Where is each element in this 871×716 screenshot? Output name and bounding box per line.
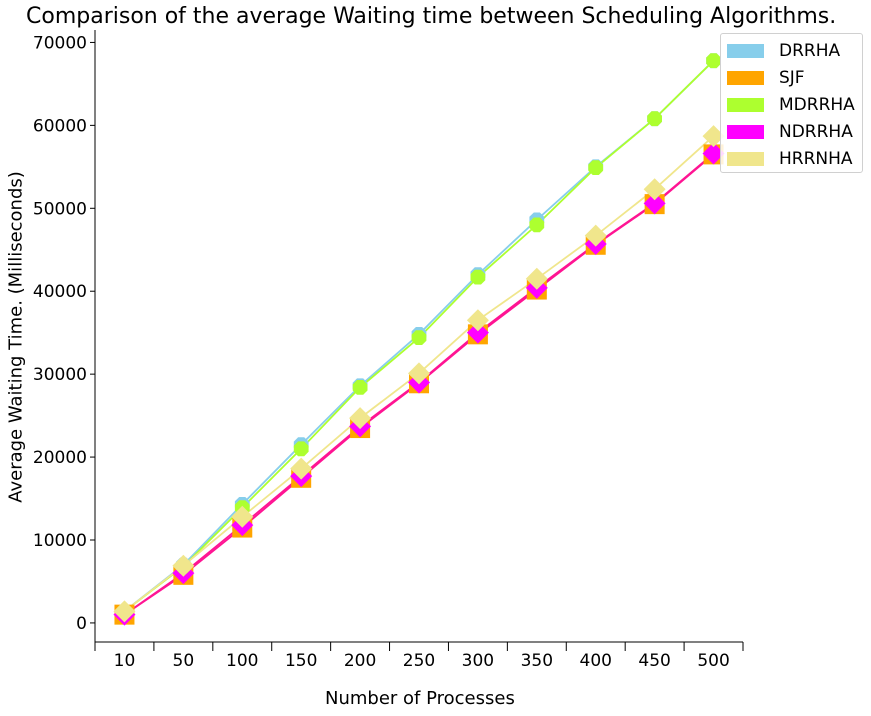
legend-swatch-sjf [727,70,764,85]
y-tick-label: 70000 [33,33,87,53]
marker-mdrrha [470,269,486,285]
x-tick-label: 500 [697,651,729,671]
x-tick-label: 200 [344,651,376,671]
marker-hrrnha [466,309,489,332]
marker-hrrnha [290,457,313,480]
marker-mdrrha [647,111,662,127]
legend-swatch-hrrnha [727,151,764,166]
marker-hrrnha [702,125,725,148]
legend-item-ndrrha: NDRRHA [727,118,862,145]
legend: DRRHA SJF MDRRHA NDRRHA HRRNHA [720,33,863,173]
y-tick-label: 40000 [33,282,87,302]
legend-label-mdrrha: MDRRHA [779,94,855,115]
marker-hrrnha [349,407,372,430]
x-tick-label: 50 [173,651,195,671]
marker-ndrrha [643,192,666,215]
x-axis-label: Number of Processes [325,688,515,709]
marker-hrrnha [172,554,195,577]
marker-hrrnha [408,362,430,385]
legend-item-hrrnha: HRRNHA [727,145,862,172]
marker-mdrrha [588,160,604,175]
x-tick-label: 450 [638,651,670,671]
legend-swatch-drrha [727,43,764,58]
marker-mdrrha [706,53,721,69]
x-tick-label: 150 [285,651,317,671]
legend-label-sjf: SJF [779,67,805,88]
x-tick-label: 400 [580,651,612,671]
marker-mdrrha [293,441,309,457]
x-tick-label: 250 [403,651,435,671]
legend-swatch-ndrrha [727,124,764,139]
legend-swatch-mdrrha [727,97,764,112]
marker-mdrrha [411,330,427,345]
legend-item-sjf: SJF [727,64,862,91]
marker-hrrnha [231,505,254,528]
x-tick-label: 350 [521,651,553,671]
marker-mdrrha [352,380,368,395]
marker-hrrnha [113,600,136,623]
legend-item-mdrrha: MDRRHA [727,91,862,118]
marker-ndrrha [702,142,725,165]
marker-ndrrha [466,321,489,344]
y-tick-label: 10000 [33,531,87,551]
y-tick-label: 20000 [33,448,87,468]
y-tick-label: 50000 [33,199,87,219]
y-tick-label: 60000 [33,116,87,136]
chart-title: Comparison of the average Waiting time b… [26,4,837,29]
legend-label-hrrnha: HRRNHA [779,148,853,169]
marker-hrrnha [584,224,607,247]
legend-label-drrha: DRRHA [779,40,841,61]
legend-label-ndrrha: NDRRHA [779,121,853,142]
x-tick-label: 100 [226,651,258,671]
marker-hrrnha [643,178,666,201]
marker-mdrrha [529,217,545,233]
legend-item-drrha: DRRHA [727,37,862,64]
y-tick-label: 30000 [33,365,87,385]
marker-hrrnha [525,267,548,290]
y-tick-label: 0 [76,614,87,634]
x-tick-label: 300 [462,651,494,671]
x-tick-label: 10 [114,651,136,671]
y-axis-label: Average Waiting Time. (Milliseconds) [5,171,27,503]
